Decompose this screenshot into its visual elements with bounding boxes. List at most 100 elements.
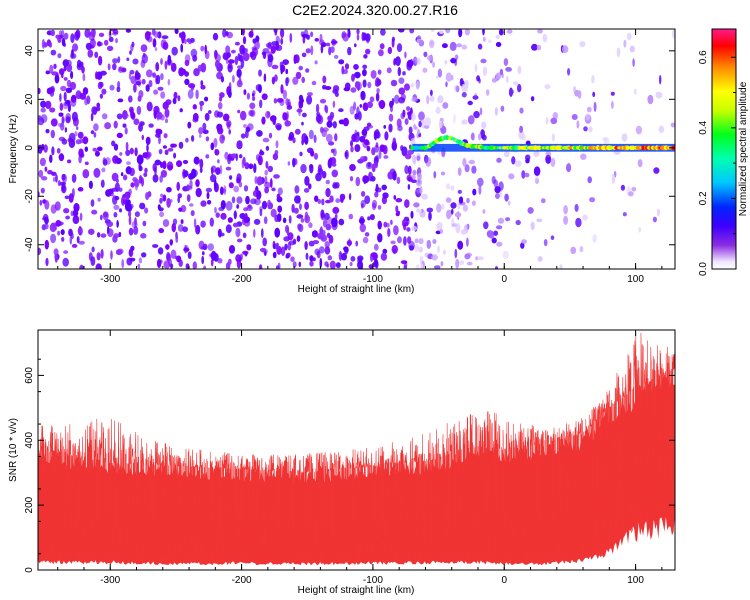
heatmap-cell <box>295 71 302 80</box>
heatmap-cell <box>326 133 333 143</box>
heatmap-cell <box>393 195 397 200</box>
heatmap-cell <box>582 214 588 221</box>
heatmap-cell <box>51 146 55 156</box>
heatmap-cell <box>634 88 637 95</box>
heatmap-cell <box>184 38 187 45</box>
heatmap-cell <box>304 211 309 221</box>
heatmap-cell <box>464 79 469 90</box>
heatmap-cell <box>285 68 289 75</box>
heatmap-cell <box>391 141 397 151</box>
heatmap-cell <box>386 67 392 74</box>
heatmap-cell <box>55 220 62 227</box>
x-tick-label: -100 <box>363 274 383 285</box>
heatmap-cell <box>418 111 425 121</box>
heatmap-cell <box>391 97 395 106</box>
heatmap-cell <box>398 77 405 84</box>
heatmap-cell <box>433 171 437 179</box>
heatmap-cell <box>410 211 414 219</box>
heatmap-cell <box>184 71 190 77</box>
heatmap-cell <box>246 244 252 251</box>
heatmap-cell <box>400 260 408 264</box>
heatmap-cell <box>579 41 586 47</box>
heatmap-cell <box>445 183 451 190</box>
heatmap-cell <box>440 171 446 176</box>
heatmap-cell <box>153 89 159 95</box>
heatmap-cell <box>100 70 107 76</box>
heatmap-cell <box>289 32 293 43</box>
heatmap-cell <box>178 259 183 267</box>
x-tick-label: 0 <box>501 274 507 285</box>
heatmap-cell <box>152 163 157 172</box>
heatmap-cell <box>55 174 58 183</box>
heatmap-cell <box>225 45 231 54</box>
heatmap-cell <box>39 157 47 167</box>
heatmap-cell <box>280 37 284 45</box>
heatmap-cell <box>44 200 50 210</box>
heatmap-cell <box>93 132 97 138</box>
heatmap-cell <box>632 58 635 67</box>
heatmap-cell <box>314 60 318 65</box>
heatmap-cell <box>310 45 314 56</box>
heatmap-cell <box>78 240 85 245</box>
heatmap-cell <box>50 204 57 214</box>
heatmap-cell <box>54 74 60 84</box>
heatmap-cell <box>267 165 273 173</box>
heatmap-cell <box>258 264 263 269</box>
heatmap-cell <box>286 252 291 258</box>
heatmap-cell <box>349 261 353 267</box>
heatmap-cell <box>280 29 285 38</box>
heatmap-cell <box>200 200 207 207</box>
heatmap-cell <box>134 178 140 188</box>
heatmap-cell <box>416 209 423 213</box>
heatmap-cell <box>200 220 206 228</box>
heatmap-cell <box>408 126 413 135</box>
heatmap-cell <box>67 103 71 112</box>
heatmap-cell <box>113 233 120 239</box>
heatmap-cell <box>126 57 130 62</box>
heatmap-cell <box>57 122 64 128</box>
heatmap-cell <box>232 222 239 228</box>
heatmap-cell <box>359 135 366 143</box>
heatmap-cell <box>71 94 77 103</box>
heatmap-cell <box>347 46 352 56</box>
heatmap-cell <box>176 160 183 168</box>
heatmap-cell <box>108 188 114 194</box>
heatmap-cell <box>330 148 335 153</box>
heatmap-cell <box>322 75 327 84</box>
heatmap-cell <box>391 245 398 254</box>
heatmap-cell <box>275 242 279 250</box>
heatmap-cell <box>272 118 276 125</box>
heatmap-cell <box>41 176 48 181</box>
heatmap-cell <box>331 163 337 167</box>
heatmap-cell <box>299 203 302 210</box>
snr-y-axis: 0 200 400 600 <box>24 358 675 573</box>
heatmap-cell <box>491 176 496 184</box>
heatmap-cell <box>56 148 61 154</box>
heatmap-cell <box>50 49 57 56</box>
heatmap-cell <box>267 54 274 63</box>
heatmap-cell <box>477 177 484 187</box>
heatmap-cell <box>38 169 44 178</box>
heatmap-cell <box>387 171 394 180</box>
heatmap-cell <box>334 54 339 59</box>
heatmap-cell <box>152 72 157 78</box>
heatmap-cell <box>398 97 405 104</box>
heatmap-cell <box>449 41 457 51</box>
heatmap-cell <box>301 52 307 58</box>
heatmap-cell <box>357 111 362 121</box>
heatmap-cell <box>348 193 352 201</box>
heatmap-cell <box>570 246 576 254</box>
heatmap-cell <box>407 165 412 175</box>
heatmap-cell <box>450 202 457 209</box>
heatmap-cell <box>157 86 164 91</box>
heatmap-cell <box>157 204 161 211</box>
heatmap-cell <box>192 104 197 110</box>
heatmap-cell <box>86 95 91 105</box>
heatmap-cell <box>217 159 220 164</box>
heatmap-cell <box>170 62 177 72</box>
heatmap-cell <box>475 256 479 261</box>
heatmap-cell <box>382 248 388 255</box>
heatmap-cell <box>316 103 320 114</box>
heatmap-cell <box>177 224 184 232</box>
